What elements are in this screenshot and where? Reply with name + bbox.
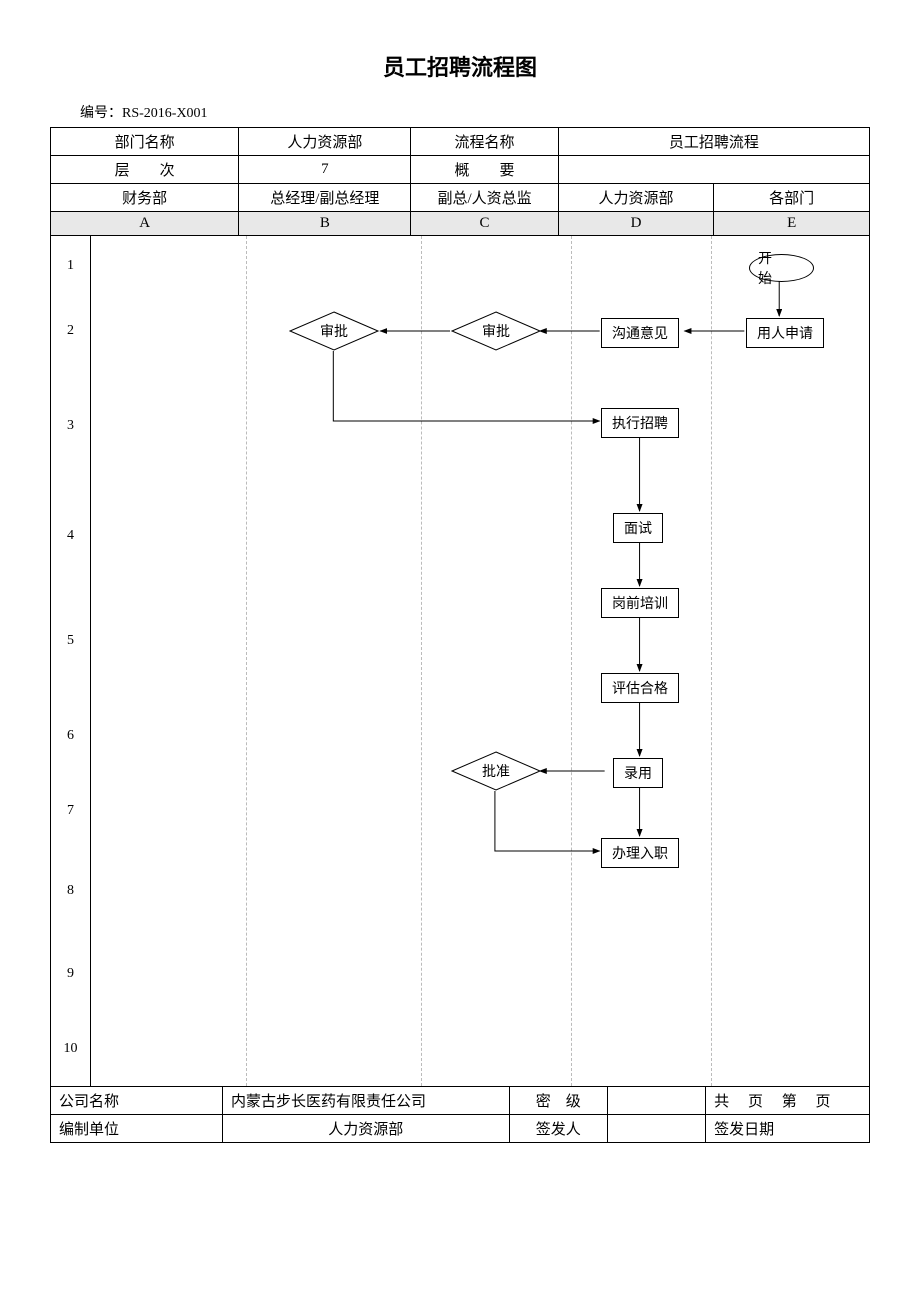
node-onboard: 办理入职 (601, 838, 679, 868)
signer-value (607, 1115, 705, 1143)
lane-a-title: 财务部 (51, 184, 239, 212)
lane-c-letter: C (411, 212, 558, 236)
doc-number: 编号：RS-2016-X001 (80, 102, 870, 122)
unit-value: 人力资源部 (222, 1115, 509, 1143)
pg3: 第 (782, 1094, 797, 1110)
lane-e-letter: E (714, 212, 870, 236)
lane-divider (246, 236, 247, 1086)
node-eval: 评估合格 (601, 673, 679, 703)
date-label: 签发日期 (706, 1115, 870, 1143)
pg4: 页 (816, 1094, 831, 1110)
level-value: 7 (239, 156, 411, 184)
node-interview: 面试 (613, 513, 663, 543)
pg2: 页 (748, 1094, 763, 1110)
node-ratify-label: 批准 (451, 751, 541, 791)
flowchart: 1 2 3 4 5 6 7 8 9 10 (50, 236, 870, 1086)
row-num: 1 (51, 236, 91, 296)
node-apply: 用人申请 (746, 318, 824, 348)
header-table: 部门名称 人力资源部 流程名称 员工招聘流程 层 次 7 概 要 财务部 总经理… (50, 127, 870, 236)
company-label: 公司名称 (51, 1087, 223, 1115)
dept-value: 人力资源部 (239, 128, 411, 156)
node-comm: 沟通意见 (601, 318, 679, 348)
row-num: 4 (51, 486, 91, 586)
node-hire: 录用 (613, 758, 663, 788)
flow-label: 流程名称 (411, 128, 558, 156)
row-num: 10 (51, 1011, 91, 1086)
lane-c-title: 副总/人资总监 (411, 184, 558, 212)
lane-divider (711, 236, 712, 1086)
row-num: 7 (51, 776, 91, 846)
doc-no-label: 编号： (80, 106, 122, 121)
row-num: 5 (51, 586, 91, 696)
pages: 共 页 第 页 (706, 1087, 870, 1115)
unit-label: 编制单位 (51, 1115, 223, 1143)
signer-label: 签发人 (509, 1115, 607, 1143)
lane-d-letter: D (558, 212, 714, 236)
row-num: 8 (51, 846, 91, 936)
secret-value (607, 1087, 705, 1115)
lane-divider (421, 236, 422, 1086)
secret-label: 密 级 (509, 1087, 607, 1115)
flow-value: 员工招聘流程 (558, 128, 869, 156)
node-approve-c: 审批 (451, 311, 541, 351)
row-num: 9 (51, 936, 91, 1011)
pg1: 共 (714, 1094, 729, 1110)
lane-e-title: 各部门 (714, 184, 870, 212)
node-approve-b: 审批 (289, 311, 379, 351)
row-num: 6 (51, 696, 91, 776)
doc-no-value: RS-2016-X001 (122, 106, 208, 121)
footer-table: 公司名称 内蒙古步长医药有限责任公司 密 级 共 页 第 页 编制单位 人力资源… (50, 1086, 870, 1143)
node-approve-c-label: 审批 (451, 311, 541, 351)
node-exec: 执行招聘 (601, 408, 679, 438)
level-label: 层 次 (51, 156, 239, 184)
node-approve-b-label: 审批 (289, 311, 379, 351)
lane-b-letter: B (239, 212, 411, 236)
lane-a-letter: A (51, 212, 239, 236)
company-value: 内蒙古步长医药有限责任公司 (222, 1087, 509, 1115)
lane-divider (571, 236, 572, 1086)
summary-value (558, 156, 869, 184)
lane-b-title: 总经理/副总经理 (239, 184, 411, 212)
lane-d-title: 人力资源部 (558, 184, 714, 212)
row-num: 3 (51, 366, 91, 486)
node-start: 开 始 (749, 254, 814, 282)
node-ratify: 批准 (451, 751, 541, 791)
row-num: 2 (51, 296, 91, 366)
dept-label: 部门名称 (51, 128, 239, 156)
node-pretrain: 岗前培训 (601, 588, 679, 618)
arrow-layer (51, 236, 869, 1086)
page-title: 员工招聘流程图 (50, 50, 870, 82)
summary-label: 概 要 (411, 156, 558, 184)
